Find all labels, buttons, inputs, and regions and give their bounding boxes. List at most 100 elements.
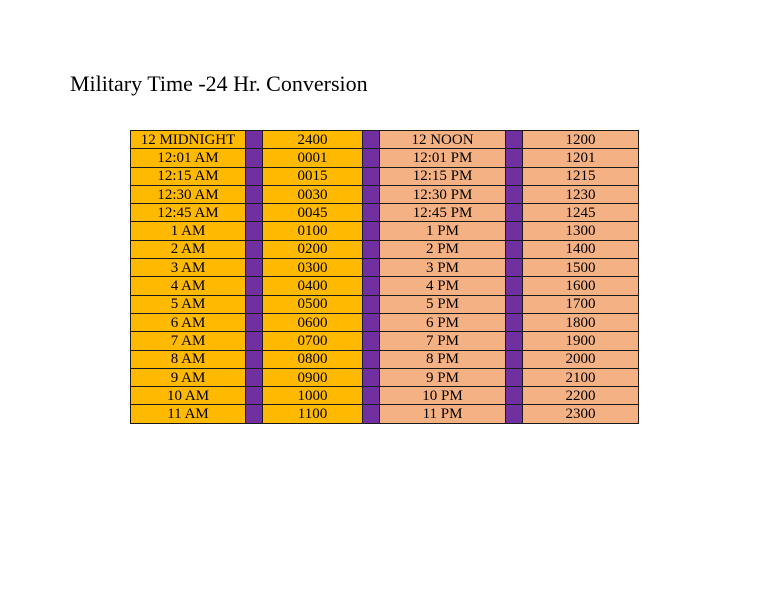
pm-time-cell: 7 PM <box>379 331 506 351</box>
am-time-cell: 4 AM <box>130 276 246 296</box>
separator-cell <box>362 148 380 168</box>
pm-time-cell: 12:15 PM <box>379 166 506 186</box>
separator-cell <box>505 294 523 314</box>
separator-cell <box>245 203 263 223</box>
separator-cell <box>362 294 380 314</box>
table-row: 9 AM 0900 9 PM 2100 <box>130 367 639 388</box>
separator-cell <box>362 367 380 388</box>
separator-cell <box>505 386 523 406</box>
separator-cell <box>505 276 523 296</box>
separator-cell <box>362 404 380 424</box>
separator-cell <box>362 276 380 296</box>
am-military-cell: 2400 <box>262 129 363 150</box>
pm-time-cell: 11 PM <box>379 404 506 424</box>
separator-cell <box>245 294 263 314</box>
pm-military-cell: 1900 <box>522 331 639 351</box>
am-time-cell: 5 AM <box>130 294 246 314</box>
am-time-cell: 8 AM <box>130 349 246 369</box>
table-row: 3 AM 0300 3 PM 1500 <box>130 258 639 278</box>
am-time-cell: 12:45 AM <box>130 203 246 223</box>
separator-cell <box>362 129 380 150</box>
separator-cell <box>505 331 523 351</box>
separator-cell <box>245 312 263 333</box>
pm-time-cell: 12 NOON <box>379 129 506 150</box>
pm-military-cell: 1500 <box>522 258 639 278</box>
am-military-cell: 0600 <box>262 312 363 333</box>
table-row: 10 AM 1000 10 PM 2200 <box>130 386 639 406</box>
conversion-table-body: 12 MIDNIGHT 2400 12 NOON 1200 12:01 AM 0001 12… <box>130 129 639 424</box>
separator-cell <box>505 239 523 260</box>
am-time-cell: 12:15 AM <box>130 166 246 186</box>
pm-military-cell: 2100 <box>522 367 639 388</box>
am-time-cell: 12 MIDNIGHT <box>130 129 246 150</box>
pm-time-cell: 1 PM <box>379 221 506 241</box>
pm-time-cell: 12:01 PM <box>379 148 506 168</box>
separator-cell <box>505 312 523 333</box>
separator-cell <box>505 404 523 424</box>
am-military-cell: 1000 <box>262 386 363 406</box>
separator-cell <box>245 221 263 241</box>
am-time-cell: 12:30 AM <box>130 184 246 205</box>
am-military-cell: 0045 <box>262 203 363 223</box>
table-row: 12:01 AM 0001 12:01 PM 1201 <box>130 148 639 168</box>
pm-military-cell: 1230 <box>522 184 639 205</box>
pm-military-cell: 1700 <box>522 294 639 314</box>
pm-military-cell: 1245 <box>522 203 639 223</box>
pm-time-cell: 10 PM <box>379 386 506 406</box>
am-military-cell: 0300 <box>262 258 363 278</box>
am-military-cell: 0900 <box>262 367 363 388</box>
am-military-cell: 0001 <box>262 148 363 168</box>
separator-cell <box>245 276 263 296</box>
separator-cell <box>245 404 263 424</box>
pm-time-cell: 9 PM <box>379 367 506 388</box>
am-military-cell: 0200 <box>262 239 363 260</box>
pm-time-cell: 2 PM <box>379 239 506 260</box>
pm-time-cell: 12:30 PM <box>379 184 506 205</box>
am-military-cell: 0100 <box>262 221 363 241</box>
separator-cell <box>362 331 380 351</box>
separator-cell <box>505 184 523 205</box>
am-military-cell: 0800 <box>262 349 363 369</box>
table-row: 1 AM 0100 1 PM 1300 <box>130 221 639 241</box>
pm-military-cell: 1201 <box>522 148 639 168</box>
am-time-cell: 12:01 AM <box>130 148 246 168</box>
am-military-cell: 0500 <box>262 294 363 314</box>
pm-time-cell: 4 PM <box>379 276 506 296</box>
separator-cell <box>362 258 380 278</box>
table-row: 2 AM 0200 2 PM 1400 <box>130 239 639 260</box>
am-military-cell: 0400 <box>262 276 363 296</box>
separator-cell <box>245 129 263 150</box>
am-time-cell: 1 AM <box>130 221 246 241</box>
am-time-cell: 3 AM <box>130 258 246 278</box>
pm-time-cell: 8 PM <box>379 349 506 369</box>
table-row: 7 AM 0700 7 PM 1900 <box>130 331 639 351</box>
am-time-cell: 2 AM <box>130 239 246 260</box>
separator-cell <box>362 203 380 223</box>
pm-military-cell: 2200 <box>522 386 639 406</box>
separator-cell <box>362 184 380 205</box>
am-time-cell: 7 AM <box>130 331 246 351</box>
am-military-cell: 0015 <box>262 166 363 186</box>
separator-cell <box>362 239 380 260</box>
separator-cell <box>245 239 263 260</box>
am-time-cell: 9 AM <box>130 367 246 388</box>
separator-cell <box>505 166 523 186</box>
pm-military-cell: 1200 <box>522 129 639 150</box>
separator-cell <box>245 367 263 388</box>
pm-time-cell: 5 PM <box>379 294 506 314</box>
table-row: 12 MIDNIGHT 2400 12 NOON 1200 <box>130 129 639 150</box>
separator-cell <box>245 349 263 369</box>
separator-cell <box>245 386 263 406</box>
table-row: 4 AM 0400 4 PM 1600 <box>130 276 639 296</box>
separator-cell <box>245 184 263 205</box>
pm-military-cell: 2000 <box>522 349 639 369</box>
pm-time-cell: 6 PM <box>379 312 506 333</box>
separator-cell <box>362 312 380 333</box>
am-time-cell: 6 AM <box>130 312 246 333</box>
pm-military-cell: 1215 <box>522 166 639 186</box>
pm-military-cell: 1600 <box>522 276 639 296</box>
table-row: 12:15 AM 0015 12:15 PM 1215 <box>130 166 639 186</box>
table-row: 11 AM 1100 11 PM 2300 <box>130 404 639 424</box>
separator-cell <box>245 166 263 186</box>
separator-cell <box>505 148 523 168</box>
